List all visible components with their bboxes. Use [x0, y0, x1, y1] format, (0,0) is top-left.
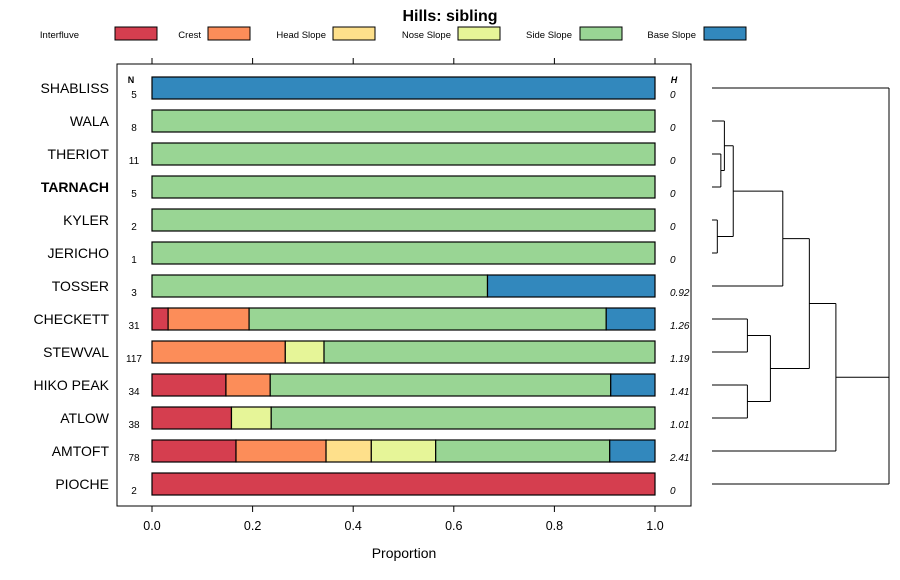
bar-segment-interfluve: [151, 439, 237, 463]
bar-segment-side-slope: [151, 175, 656, 199]
chart-title: Hills: sibling: [402, 8, 497, 25]
row-label: HIKO PEAK: [34, 377, 110, 393]
legend-label-side-slope: Side Slope: [526, 30, 572, 41]
row-h-value: 1.26: [670, 321, 690, 332]
row-label: WALA: [70, 113, 110, 129]
legend-swatch-side-slope: [579, 26, 623, 41]
bar-segment-nose-slope: [230, 406, 272, 430]
row-n-count: 31: [128, 321, 140, 332]
legend-swatch-nose-slope: [457, 26, 501, 41]
bar-rows: SHABLISS 5 0 WALA 8 0 THERIOT 11 0 TARNACH 5 0 KYLER…: [34, 76, 690, 497]
row-h-value: 1.41: [670, 387, 689, 398]
row-label: CHECKETT: [34, 311, 110, 327]
plot-frame: [116, 63, 692, 507]
bar-segment-base-slope: [605, 307, 656, 331]
row-n-count: 3: [131, 288, 137, 299]
bar-segment-side-slope: [151, 109, 656, 133]
legend-label-interfluve: Interfluve: [40, 30, 79, 41]
bar-segment-nose-slope: [370, 439, 437, 463]
x-axis-label: Proportion: [372, 545, 437, 561]
row-label: JERICHO: [48, 245, 110, 261]
row-h-value: 0: [670, 123, 676, 134]
bar-segment-interfluve: [151, 406, 233, 430]
row-n-count: 8: [131, 123, 137, 134]
row-n-count: 34: [128, 387, 140, 398]
legend-label-crest: Crest: [178, 30, 201, 41]
row-n-count: 5: [131, 90, 137, 101]
row-h-value: 0: [670, 222, 676, 233]
bar-segment-crest: [167, 307, 250, 331]
row-n-count: 5: [131, 189, 137, 200]
bar-segment-side-slope: [435, 439, 611, 463]
row-h-value: 0: [670, 189, 676, 200]
bar-segment-side-slope: [269, 373, 612, 397]
row-h-value: 2.41: [669, 453, 689, 464]
bar-segment-side-slope: [248, 307, 607, 331]
row-label: ATLOW: [60, 410, 110, 426]
row-h-value: 0: [670, 90, 676, 101]
legend-label-base-slope: Base Slope: [647, 30, 696, 41]
row-h-value: 0.92: [670, 288, 690, 299]
x-tick-label: 0.4: [345, 519, 362, 533]
bar-segment-crest: [151, 340, 286, 364]
bar-segment-base-slope: [486, 274, 656, 298]
row-h-value: 0: [670, 486, 676, 497]
row-n-count: 2: [131, 222, 137, 233]
row-label: TARNACH: [41, 179, 109, 195]
bar-segment-base-slope: [151, 76, 656, 100]
row-n-count: 78: [128, 453, 140, 464]
x-tick-label: 0.8: [546, 519, 563, 533]
legend-label-head-slope: Head Slope: [276, 30, 326, 41]
bar-segment-side-slope: [270, 406, 656, 430]
bar-segment-interfluve: [151, 307, 169, 331]
bar-segment-nose-slope: [284, 340, 325, 364]
bar-segment-head-slope: [325, 439, 372, 463]
x-tick-label: 0.6: [445, 519, 462, 533]
x-tick-label: 1.0: [646, 519, 663, 533]
n-column-header: N: [128, 75, 135, 85]
bar-segment-crest: [235, 439, 327, 463]
legend: Interfluve Crest Head Slope Nose Slope Side …: [40, 26, 747, 41]
legend-swatch-interfluve: [114, 26, 158, 41]
row-label: SHABLISS: [41, 80, 109, 96]
row-n-count: 1: [131, 255, 137, 266]
row-n-count: 11: [129, 156, 140, 167]
legend-swatch-head-slope: [332, 26, 376, 41]
row-label: TOSSER: [52, 278, 109, 294]
row-n-count: 2: [131, 486, 137, 497]
row-label: KYLER: [63, 212, 109, 228]
row-h-value: 1.01: [670, 420, 689, 431]
bar-segment-interfluve: [151, 472, 656, 496]
row-label: STEWVAL: [43, 344, 109, 360]
bar-segment-interfluve: [151, 373, 227, 397]
row-label: AMTOFT: [52, 443, 110, 459]
row-h-value: 1.19: [670, 354, 690, 365]
bar-segment-side-slope: [151, 208, 656, 232]
bar-segment-side-slope: [151, 274, 489, 298]
x-axis: 0.0 0.2 0.4 0.6 0.8 1.0: [143, 58, 664, 533]
dendrogram: [712, 87, 890, 485]
legend-label-nose-slope: Nose Slope: [402, 30, 451, 41]
bar-segment-side-slope: [151, 142, 656, 166]
row-h-value: 0: [670, 255, 676, 266]
row-label: PIOCHE: [55, 476, 109, 492]
bar-segment-base-slope: [610, 373, 656, 397]
row-label: THERIOT: [48, 146, 110, 162]
legend-swatch-crest: [207, 26, 251, 41]
row-n-count: 117: [126, 354, 142, 365]
row-n-count: 38: [128, 420, 140, 431]
x-tick-label: 0.0: [143, 519, 160, 533]
bar-segment-side-slope: [151, 241, 656, 265]
h-column-header: H: [671, 75, 678, 85]
legend-swatch-base-slope: [703, 26, 747, 41]
x-tick-label: 0.2: [244, 519, 261, 533]
row-h-value: 0: [670, 156, 676, 167]
bar-segment-side-slope: [323, 340, 656, 364]
bar-segment-base-slope: [609, 439, 656, 463]
bar-segment-crest: [225, 373, 271, 397]
